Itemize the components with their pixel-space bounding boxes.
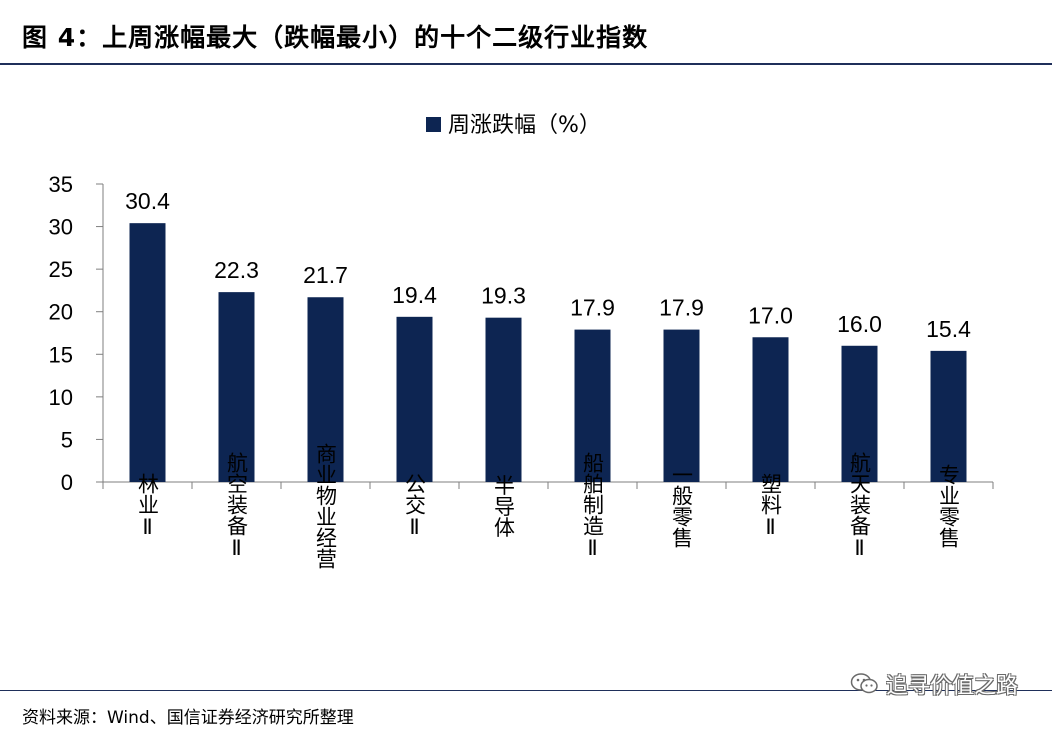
data-label: 19.4 bbox=[392, 282, 437, 308]
category-label: 半导体 bbox=[492, 475, 516, 538]
bar bbox=[485, 317, 522, 482]
category-label: 林业Ⅱ bbox=[136, 473, 160, 539]
y-tick-label: 30 bbox=[49, 215, 73, 240]
data-label: 30.4 bbox=[125, 188, 170, 214]
wechat-icon bbox=[850, 672, 880, 696]
data-label: 19.3 bbox=[481, 283, 526, 309]
data-label: 15.4 bbox=[926, 316, 971, 342]
y-tick-label: 15 bbox=[49, 342, 73, 367]
header-rule bbox=[0, 63, 1052, 65]
bar bbox=[841, 345, 878, 482]
watermark: 追寻价值之路 bbox=[850, 668, 1018, 700]
bar bbox=[663, 329, 700, 482]
bar bbox=[752, 337, 789, 482]
category-label: 船舶制造Ⅱ bbox=[581, 452, 605, 560]
category-label: 商业物业经营 bbox=[314, 443, 338, 569]
category-label: 专业零售 bbox=[937, 464, 961, 548]
y-tick-label: 10 bbox=[49, 385, 73, 410]
category-label: 航空装备Ⅱ bbox=[225, 452, 249, 560]
data-label: 22.3 bbox=[214, 257, 259, 283]
bar bbox=[129, 223, 166, 482]
y-tick-label: 0 bbox=[61, 470, 73, 495]
data-label: 17.0 bbox=[748, 302, 793, 328]
category-label: 塑料Ⅱ bbox=[759, 473, 783, 539]
legend-swatch bbox=[426, 117, 441, 132]
y-tick-label: 20 bbox=[49, 300, 73, 325]
chart-canvas: 周涨跌幅（%） 0 5 10 15 20 25 30 35 30.4 林业Ⅱ 22.3 航空装备Ⅱ 21.… bbox=[49, 113, 994, 569]
bar bbox=[930, 350, 967, 482]
data-label: 17.9 bbox=[659, 295, 704, 321]
bar bbox=[396, 316, 433, 482]
y-tick-label: 35 bbox=[49, 172, 73, 197]
data-label: 21.7 bbox=[303, 262, 348, 288]
category-label: 一般零售 bbox=[670, 464, 694, 548]
figure-header: 图 4：上周涨幅最大（跌幅最小）的十个二级行业指数 bbox=[0, 0, 1052, 66]
legend-label: 周涨跌幅（%） bbox=[448, 113, 601, 138]
bar-chart: 周涨跌幅（%） 0 5 10 15 20 25 30 35 30.4 林业Ⅱ 22.3 航空装备Ⅱ 21.… bbox=[0, 66, 1052, 686]
figure-title: 图 4：上周涨幅最大（跌幅最小）的十个二级行业指数 bbox=[22, 23, 649, 52]
data-label: 17.9 bbox=[570, 295, 615, 321]
category-label: 公交Ⅱ bbox=[403, 473, 427, 539]
bar bbox=[574, 329, 611, 482]
data-label: 16.0 bbox=[837, 311, 882, 337]
bar bbox=[307, 297, 344, 482]
source-note: 资料来源：Wind、国信证券经济研究所整理 bbox=[22, 708, 354, 728]
y-tick-label: 5 bbox=[61, 427, 73, 452]
category-label: 航天装备Ⅱ bbox=[848, 452, 872, 560]
watermark-text: 追寻价值之路 bbox=[885, 674, 1018, 699]
y-tick-label: 25 bbox=[49, 257, 73, 282]
footer-rule bbox=[0, 690, 1052, 691]
bar bbox=[218, 292, 255, 482]
